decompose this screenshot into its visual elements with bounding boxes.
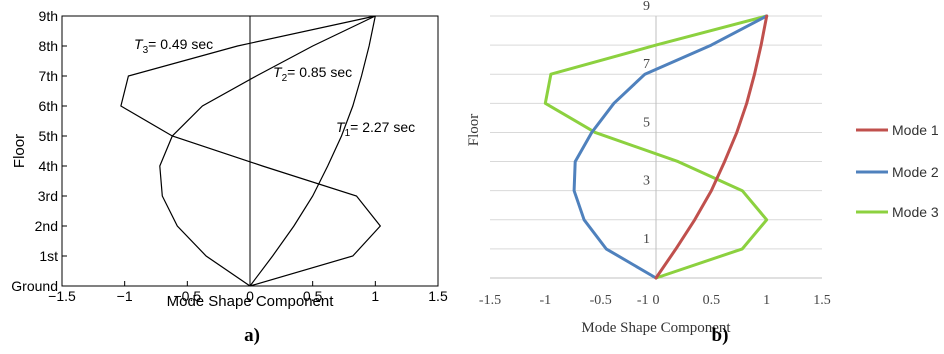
x-tick-label: -1.5 (479, 293, 501, 308)
y-tick-label: 9th (39, 8, 58, 24)
y-tick-label: 3rd (38, 188, 58, 204)
x-axis-label: Mode Shape Component (167, 293, 335, 310)
x-tick-label: −0.5 (174, 288, 202, 304)
annotation-symbol: T (134, 36, 144, 52)
x-tick-label: 1 (763, 293, 770, 308)
x-tick-label: 1 (371, 288, 379, 304)
legend-label-mode-2: Mode 2 (892, 164, 939, 180)
y-axis-label: Floor (466, 114, 482, 147)
period-annotation-t2: T2= 0.85 sec (273, 64, 352, 84)
period-annotation-t3: T3= 0.49 sec (134, 36, 213, 56)
x-tick-label: 0 (246, 288, 254, 304)
legend-label-mode-3: Mode 3 (892, 204, 939, 220)
mode-3-line (543, 14, 769, 280)
panel-label-a: a) (244, 325, 260, 346)
x-tick-label: 0.5 (303, 288, 323, 304)
y-axis-label: Floor (11, 134, 28, 168)
legend-label-mode-1: Mode 1 (892, 122, 939, 138)
y-tick-label: Ground (11, 278, 58, 294)
panel-b-chart: -1.5 -1 -0.5 -1 0 0.5 1 1.5 1 3 5 7 9 Mode Shape Comp… (466, 0, 939, 346)
y-tick-label: 5 (643, 115, 650, 130)
x-tick-label: 1.5 (813, 293, 831, 308)
annotation-subscript: 2 (282, 73, 288, 84)
y-tick-label: 7th (39, 68, 58, 84)
mode-2-line (159, 15, 376, 287)
y-tick-label: 5th (39, 128, 58, 144)
mode-3-line (120, 15, 382, 287)
mode-1-line (249, 15, 376, 287)
annotation-symbol: T (273, 64, 283, 80)
annotation-subscript: 3 (143, 45, 149, 56)
y-tick-label: 6th (39, 98, 58, 114)
annotation-symbol: T (336, 119, 346, 135)
annotation-value: = 0.49 sec (148, 36, 213, 52)
x-tick-label: -1 (637, 293, 649, 308)
y-tick-label: 1st (39, 248, 58, 264)
y-tick-label: 3 (643, 174, 650, 189)
annotation-subscript: 1 (345, 128, 351, 139)
y-tick-label: 8th (39, 38, 58, 54)
x-tick-label: -1 (539, 293, 551, 308)
panel-label-b: b) (712, 325, 729, 346)
y-tick-label: 2nd (35, 218, 58, 234)
x-tick-label: 0.5 (703, 293, 721, 308)
x-tick-label: −1.5 (48, 288, 76, 304)
x-tick-label: 1.5 (428, 288, 448, 304)
x-tick-label: −1 (117, 288, 133, 304)
mode-1-line (654, 14, 769, 280)
mode-2-line (572, 14, 769, 280)
y-tick-label: 9 (643, 0, 650, 14)
y-tick-label: 1 (643, 232, 650, 247)
panel-a-chart: −1.5 −1 −0.5 0 0.5 1 1.5 Ground 1st 2nd 3rd 4th 5th 6… (11, 8, 448, 346)
y-tick-label: 7 (643, 57, 650, 72)
x-tick-label: -0.5 (590, 293, 612, 308)
x-axis-label: Mode Shape Component (581, 320, 731, 336)
period-annotation-t1: T1= 2.27 sec (336, 119, 415, 139)
x-tick-label: 0 (653, 293, 660, 308)
y-tick-label: 4th (39, 158, 58, 174)
annotation-value: = 2.27 sec (350, 119, 415, 135)
annotation-value: = 0.85 sec (287, 64, 352, 80)
